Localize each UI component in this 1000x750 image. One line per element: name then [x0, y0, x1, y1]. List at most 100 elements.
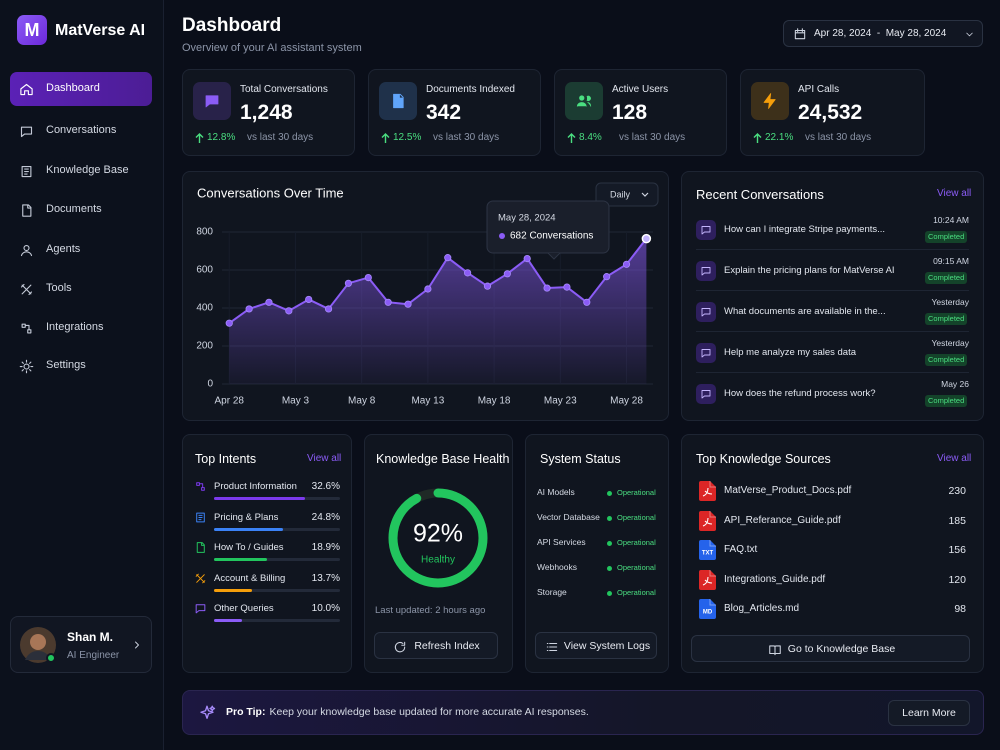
- conversation-icon: [696, 220, 716, 240]
- nav-item[interactable]: Dashboard: [10, 72, 152, 106]
- kb-button[interactable]: Go to Knowledge Base: [691, 635, 970, 662]
- page-title: Dashboard: [182, 15, 282, 36]
- nav-label: Integrations: [46, 321, 104, 333]
- user-chevron: [135, 641, 139, 649]
- nav-icon: [20, 126, 33, 138]
- intent-bar: [214, 588, 253, 592]
- nav-icon: [20, 283, 33, 296]
- system-logs-button-icon-glyph: [546, 642, 557, 651]
- avatar-status: [46, 653, 56, 663]
- sparkle-icon-glyph: [200, 705, 216, 719]
- period-select[interactable]: [595, 182, 659, 207]
- conversation-icon-glyph: [701, 226, 711, 235]
- conversation-text[interactable]: How can I integrate Stripe payments...: [724, 224, 886, 235]
- tip-line: Pro Tip: Keep your knowledge base updated…: [226, 707, 589, 718]
- nav-icon: [20, 244, 33, 257]
- data-point: [285, 307, 293, 315]
- nav-item[interactable]: Tools: [10, 272, 152, 306]
- view-all-link[interactable]: View all: [937, 453, 972, 464]
- conversation-time: Yesterday: [931, 297, 970, 307]
- nav-item[interactable]: Integrations: [10, 311, 152, 345]
- intent-percent: 10.0%: [311, 603, 340, 614]
- data-point: [265, 298, 273, 306]
- tooltip-dot: [499, 233, 505, 239]
- date-picker[interactable]: Apr 28, 2024 - May 28, 2024: [783, 20, 983, 47]
- system-logs-button[interactable]: View System Logs: [535, 632, 657, 659]
- chart-title: Conversations Over Time: [197, 185, 344, 200]
- nav-item[interactable]: Agents: [10, 233, 152, 267]
- nav-item[interactable]: Settings: [10, 349, 152, 383]
- service-name: Webhooks: [537, 562, 578, 572]
- conversation-icon: [696, 384, 716, 404]
- trend-arrow-glyph: [753, 133, 762, 143]
- data-point: [622, 260, 631, 268]
- brand-name: MatVerse AI: [55, 22, 146, 39]
- service-name: Storage: [537, 587, 567, 597]
- user-card[interactable]: Shan M. AI Engineer: [10, 616, 152, 673]
- stat-value: 1,248: [240, 101, 293, 124]
- stat-value: 24,532: [798, 101, 863, 124]
- page-subtitle: Overview of your AI assistant system: [182, 42, 362, 54]
- stat-icon: [393, 93, 404, 109]
- intent-percent: 24.8%: [311, 511, 340, 523]
- file-icon-shape: [699, 599, 716, 619]
- intent-name: Pricing & Plans: [214, 511, 279, 523]
- intent-track: [214, 558, 340, 561]
- conversation-text[interactable]: How does the refund process work?: [724, 388, 876, 399]
- intent-bar: [214, 619, 242, 622]
- nav-label: Dashboard: [46, 82, 100, 94]
- status-dot: [607, 491, 612, 496]
- nav-item[interactable]: Knowledge Base: [10, 154, 152, 188]
- file-icon-shape: [699, 540, 716, 560]
- refresh-button[interactable]: Refresh Index: [374, 632, 498, 659]
- stat-label: Active Users: [612, 84, 669, 95]
- file-icon-fold: [709, 510, 716, 517]
- stat-icon-box: [751, 82, 789, 120]
- learn-more-button[interactable]: Learn More: [888, 700, 970, 726]
- intent-icon-glyph: [195, 604, 206, 614]
- period-label: Daily: [610, 189, 631, 199]
- conversation-icon-glyph-glyph: [701, 267, 711, 276]
- logo: M: [17, 15, 47, 45]
- nav-item[interactable]: Documents: [10, 193, 152, 227]
- file-icon: [699, 481, 716, 501]
- chart-panel: Conversations Over Time Daily 0 200 400 600 80…: [182, 171, 669, 421]
- nav-icon-glyph: [20, 283, 33, 296]
- view-all-link[interactable]: View all: [307, 453, 342, 464]
- kb-button-icon-glyph: [768, 644, 781, 655]
- intent-percent: 32.6%: [311, 481, 340, 492]
- intent-name: Other Queries: [214, 603, 274, 614]
- source-name[interactable]: Blog_Articles.md: [724, 603, 800, 614]
- conversation-status: Completed: [925, 231, 968, 243]
- source-name[interactable]: MatVerse_Product_Docs.pdf: [724, 485, 852, 496]
- service-status: Operational: [617, 513, 656, 522]
- source-name[interactable]: Integrations_Guide.pdf: [724, 573, 826, 585]
- source-name[interactable]: FAQ.txt: [724, 544, 758, 555]
- status-dot: [607, 591, 612, 596]
- conversation-text[interactable]: Help me analyze my sales data: [724, 347, 857, 358]
- data-point: [344, 279, 353, 287]
- conversation-text[interactable]: Explain the pricing plans for MatVerse A…: [724, 265, 895, 276]
- refresh-button-icon-glyph: [395, 641, 406, 652]
- conversation-icon-glyph-glyph: [701, 349, 711, 358]
- stat-label: Total Conversations: [240, 84, 328, 95]
- data-point: [543, 284, 551, 292]
- conversation-text[interactable]: What documents are available in the...: [724, 306, 886, 317]
- nav-item[interactable]: Conversations: [10, 114, 152, 148]
- system-logs-button-icon: [546, 642, 557, 651]
- refresh-button-icon: [395, 641, 406, 652]
- tip-text: Keep your knowledge base updated for mor…: [269, 706, 589, 718]
- nav-label: Knowledge Base: [46, 164, 129, 176]
- stat-card: API Calls 24,532 22.1% vs last 30 days: [740, 69, 925, 156]
- service-status: Operational: [617, 588, 656, 597]
- nav-label: Documents: [46, 203, 102, 215]
- source-name[interactable]: API_Referance_Guide.pdf: [724, 514, 841, 526]
- stat-icon-glyph: [576, 95, 592, 107]
- line-chart: Conversations Over Time Daily 0 200 400 600 80…: [196, 182, 659, 407]
- status-dot: [607, 541, 612, 546]
- user-role: AI Engineer: [67, 650, 120, 661]
- nav-label: Conversations: [46, 124, 117, 136]
- view-all-link[interactable]: View all: [937, 188, 972, 199]
- date-chevron-glyph: [966, 32, 973, 37]
- conversation-icon-glyph: [701, 267, 711, 276]
